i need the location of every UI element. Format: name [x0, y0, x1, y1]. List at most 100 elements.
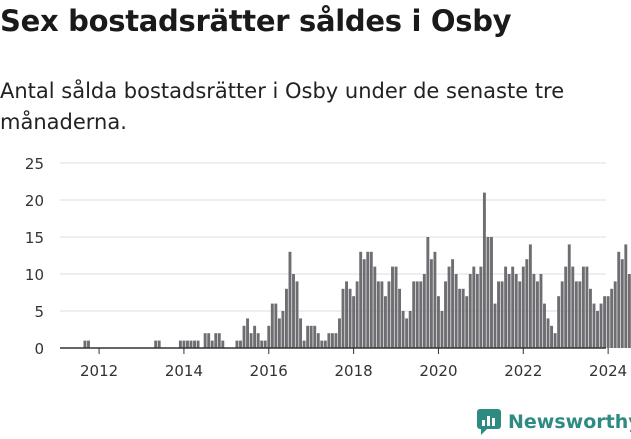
- bar: [387, 281, 391, 348]
- bar: [274, 303, 278, 348]
- bar: [338, 318, 341, 348]
- bar: [352, 296, 356, 348]
- bar: [83, 340, 87, 348]
- bar: [207, 333, 211, 348]
- bar: [578, 281, 582, 348]
- bar: [217, 333, 221, 348]
- bar: [302, 340, 306, 348]
- bar: [475, 274, 479, 348]
- bar: [606, 296, 610, 348]
- bar: [620, 259, 624, 348]
- y-tick-label: 15: [25, 229, 44, 247]
- bar: [281, 311, 285, 348]
- bar: [546, 318, 550, 348]
- bar: [157, 340, 161, 348]
- x-tick-label: 2012: [80, 362, 118, 380]
- bar: [472, 266, 476, 348]
- bar: [571, 266, 575, 348]
- bar: [465, 296, 469, 348]
- bar: [334, 333, 338, 348]
- bar: [383, 296, 387, 348]
- bar: [391, 266, 394, 348]
- bar: [306, 325, 310, 348]
- bar: [461, 288, 465, 348]
- x-tick-label: 2016: [250, 362, 288, 380]
- bar: [362, 259, 366, 348]
- bar: [599, 303, 603, 348]
- bar: [610, 288, 614, 348]
- bar: [249, 333, 253, 348]
- bar: [490, 237, 493, 348]
- bar: [256, 333, 260, 348]
- bar: [415, 281, 419, 348]
- bar: [504, 266, 508, 348]
- bar: [528, 244, 532, 348]
- bar: [87, 340, 90, 348]
- bar: [613, 281, 617, 348]
- bar: [603, 296, 607, 348]
- bar: [288, 251, 292, 348]
- bar: [285, 288, 288, 348]
- bar: [320, 340, 324, 348]
- bar: [543, 303, 546, 348]
- bar: [564, 266, 568, 348]
- bar: [437, 296, 440, 348]
- bar: [193, 340, 196, 348]
- bar: [246, 318, 250, 348]
- chart-subtitle: Antal sålda bostadsrätter i Osby under d…: [0, 79, 565, 134]
- bar: [196, 340, 200, 348]
- bar: [412, 281, 416, 348]
- bar: [486, 237, 490, 348]
- bar: [574, 281, 578, 348]
- bar: [518, 281, 522, 348]
- bar: [376, 281, 380, 348]
- bar: [532, 274, 536, 348]
- bar: [394, 266, 398, 348]
- bar: [440, 311, 444, 348]
- x-tick-label: 2022: [504, 362, 542, 380]
- bar: [277, 318, 281, 348]
- bar: [627, 274, 631, 348]
- bar: [596, 311, 599, 348]
- bar: [447, 266, 451, 348]
- bar: [426, 237, 430, 348]
- bar: [500, 281, 504, 348]
- newsworthy-logo: Newsworthy: [476, 407, 631, 437]
- bar: [550, 325, 554, 348]
- bar: [327, 333, 331, 348]
- bar: [355, 281, 359, 348]
- bar: [235, 340, 239, 348]
- bar-chart: 0510152025201220142016201820202022202420…: [25, 155, 631, 380]
- bar: [398, 288, 402, 348]
- bar: [511, 266, 515, 348]
- bar: [514, 274, 518, 348]
- bar: [401, 311, 405, 348]
- y-tick-label: 0: [34, 340, 44, 358]
- bar: [345, 281, 348, 348]
- bar: [221, 340, 225, 348]
- bar: [617, 251, 621, 348]
- bar: [482, 192, 486, 348]
- bar: [253, 325, 257, 348]
- bar: [624, 244, 628, 348]
- chart-title: Sex bostadsrätter såldes i Osby: [0, 4, 512, 38]
- bar: [479, 266, 483, 348]
- bar: [299, 318, 303, 348]
- bar: [429, 259, 433, 348]
- bar: [369, 251, 373, 348]
- bar: [313, 325, 317, 348]
- bar: [539, 274, 543, 348]
- bar: [567, 244, 571, 348]
- bar: [270, 303, 274, 348]
- bar: [154, 340, 158, 348]
- bar: [535, 281, 539, 348]
- bar: [348, 288, 352, 348]
- bar: [507, 274, 511, 348]
- y-tick-label: 5: [34, 303, 44, 321]
- bar: [260, 340, 264, 348]
- bar: [359, 251, 363, 348]
- bar: [589, 288, 592, 348]
- bar: [323, 340, 327, 348]
- bar: [585, 266, 589, 348]
- bar: [557, 296, 561, 348]
